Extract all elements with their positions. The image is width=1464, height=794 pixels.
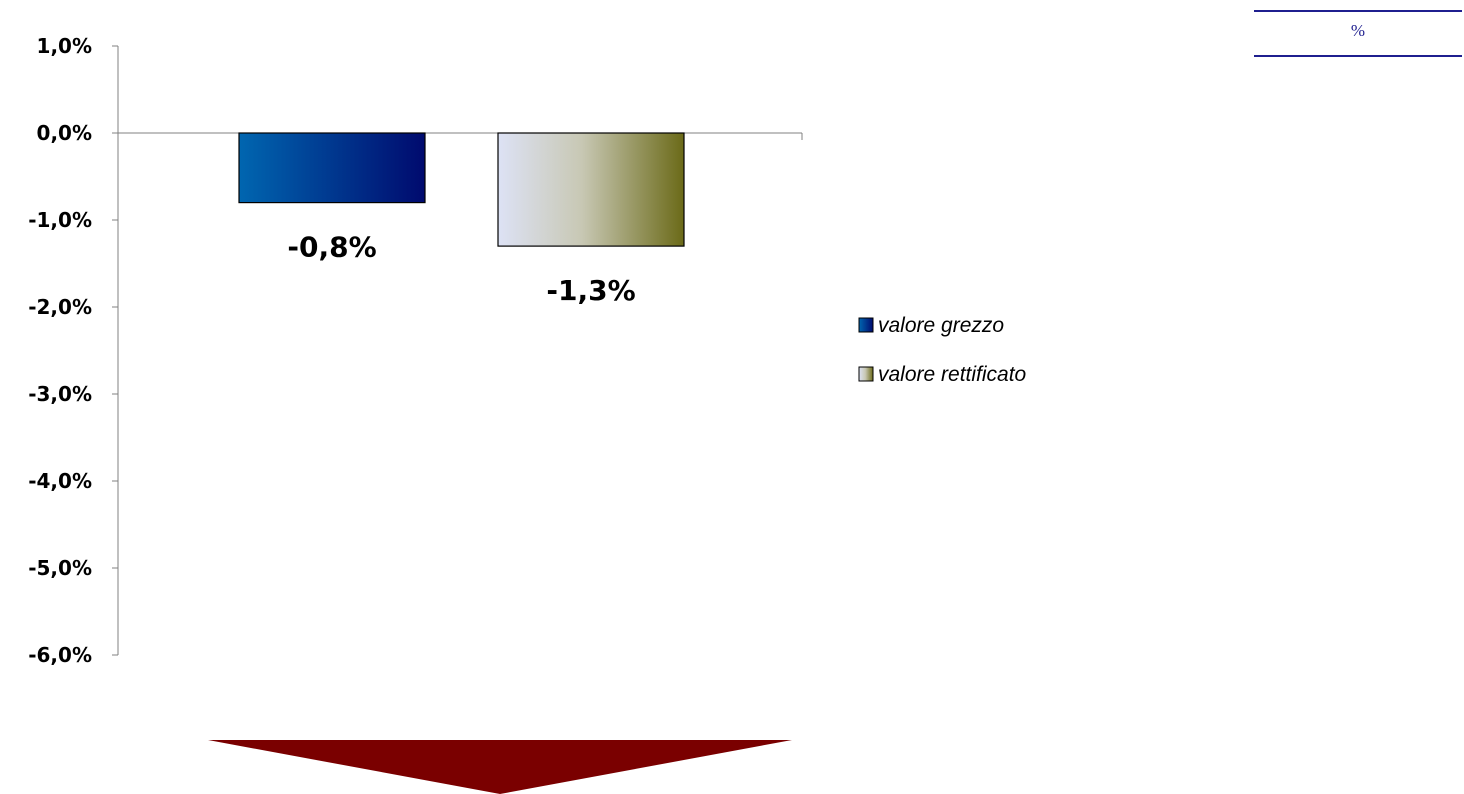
legend-label: valore grezzo <box>878 314 1004 337</box>
down-arrow-shape <box>208 740 792 794</box>
y-tick-label: 0,0% <box>37 121 92 145</box>
bar-valore-grezzo <box>238 132 426 204</box>
y-tick-label: 1,0% <box>37 34 92 58</box>
data-labels: -0,8% -1,3% <box>287 231 635 308</box>
legend-label: valore rettificato <box>878 363 1027 386</box>
bars <box>238 132 685 247</box>
y-axis: 1,0% 0,0% -1,0% -2,0% -3,0% -4,0% -5,0% -6,0% <box>28 34 803 667</box>
y-tick-label: -1,0% <box>28 208 92 232</box>
unit-label: % <box>1350 21 1366 40</box>
y-tick-label: -5,0% <box>28 556 92 580</box>
data-label: -0,8% <box>287 231 376 264</box>
data-label: -1,3% <box>546 274 635 307</box>
y-tick-label: -4,0% <box>28 469 92 493</box>
bar-valore-rettificato <box>497 132 685 247</box>
y-tick-label: -2,0% <box>28 295 92 319</box>
unit-box: % <box>1254 10 1462 57</box>
legend: valore grezzo valore rettificato <box>858 314 1027 386</box>
legend-swatch <box>858 366 874 382</box>
y-tick-label: -6,0% <box>28 643 92 667</box>
y-tick-label: -3,0% <box>28 382 92 406</box>
legend-swatch <box>858 317 874 333</box>
